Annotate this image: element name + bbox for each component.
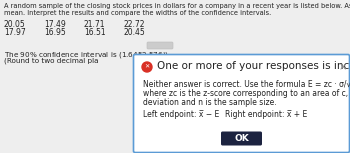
Text: A random sample of the closing stock prices in dollars for a company in a recent: A random sample of the closing stock pri… xyxy=(4,3,350,9)
Text: The 90% confidence interval is ($1.645  $2.576)).: The 90% confidence interval is ($1.645 $… xyxy=(4,50,171,60)
Text: where zᴄ is the z-score corresponding to an area of c, σ is the population stand: where zᴄ is the z-score corresponding to… xyxy=(143,89,350,98)
Text: Neither answer is correct. Use the formula E = zᴄ · σ/√n  to find the margin of : Neither answer is correct. Use the formu… xyxy=(143,80,350,89)
FancyBboxPatch shape xyxy=(221,131,262,146)
Text: Right endpoint: x̅ + E: Right endpoint: x̅ + E xyxy=(225,110,307,119)
Text: OK: OK xyxy=(234,134,249,143)
Text: 22.72: 22.72 xyxy=(124,20,146,29)
FancyBboxPatch shape xyxy=(147,42,173,49)
Text: ✕: ✕ xyxy=(144,65,150,69)
Text: mean. Interpret the results and compare the widths of the confidence intervals.: mean. Interpret the results and compare … xyxy=(4,10,271,16)
Text: deviation and n is the sample size.: deviation and n is the sample size. xyxy=(143,98,276,107)
Text: 17.49: 17.49 xyxy=(44,20,66,29)
Text: 17.97: 17.97 xyxy=(4,28,26,37)
Text: (Round to two decimal pla: (Round to two decimal pla xyxy=(4,57,98,63)
FancyBboxPatch shape xyxy=(133,54,350,153)
Text: 20.45: 20.45 xyxy=(124,28,146,37)
Text: Left endpoint: x̅ − E: Left endpoint: x̅ − E xyxy=(143,110,219,119)
Text: 16.51: 16.51 xyxy=(84,28,106,37)
Circle shape xyxy=(142,62,152,72)
Text: 21.71: 21.71 xyxy=(84,20,105,29)
Text: 16.95: 16.95 xyxy=(44,28,66,37)
Text: One or more of your responses is incorrect.: One or more of your responses is incorre… xyxy=(157,61,350,71)
Text: 20.05: 20.05 xyxy=(4,20,26,29)
Text: ×: × xyxy=(339,62,347,72)
